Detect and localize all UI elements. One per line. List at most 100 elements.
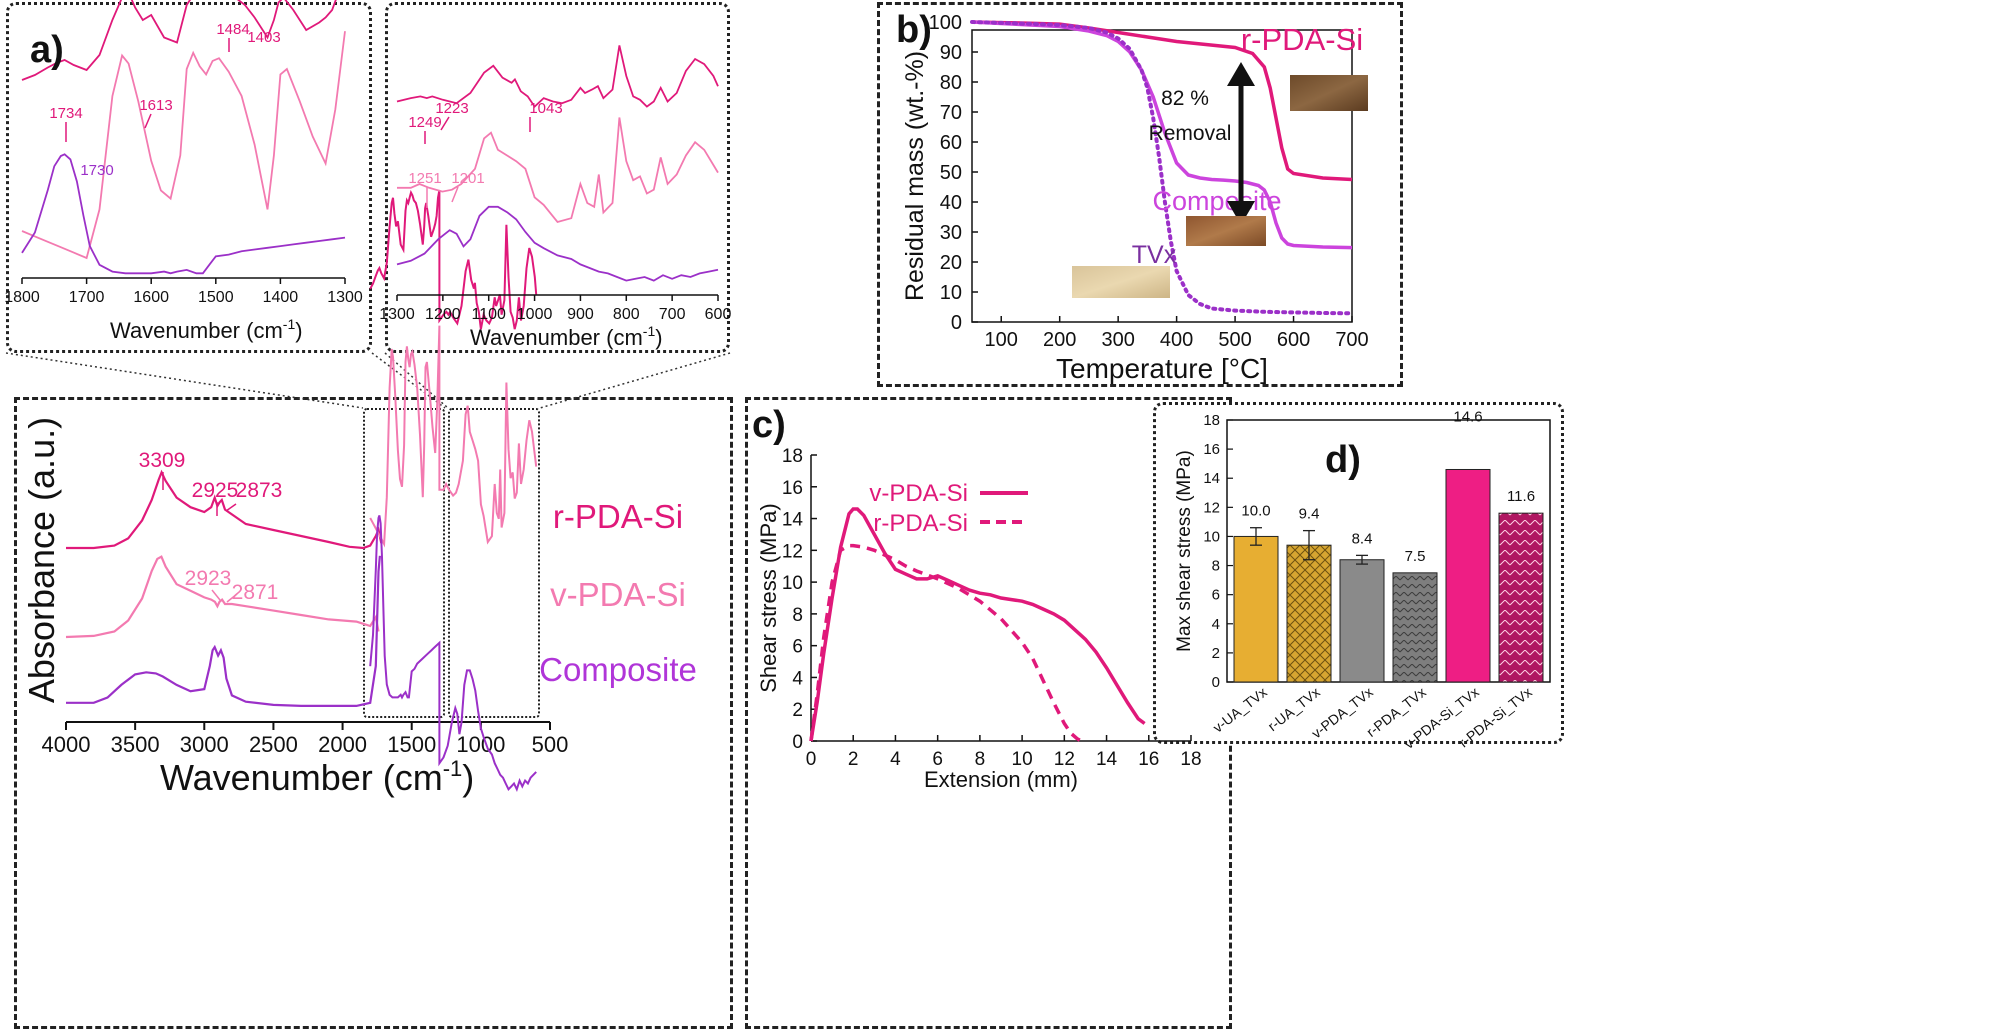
x-tick-label: 500 <box>1218 329 1251 351</box>
annotation-label: 1403 <box>247 29 280 46</box>
x-tick-label: 1100 <box>472 306 507 323</box>
x-tick-label: 2000 <box>318 732 367 757</box>
series-line <box>21 0 337 81</box>
legend: v-PDA-Si r-PDA-Si <box>869 480 1028 537</box>
panel-b-frame <box>877 2 1403 387</box>
x-tick-label: 1500 <box>198 289 234 306</box>
x-tick-label: 12 <box>1054 749 1075 770</box>
removal-label: Removal <box>1149 122 1232 145</box>
y-tick-label: 18 <box>1203 412 1220 429</box>
annotation-leader <box>451 186 459 203</box>
annotation-label: 2923 <box>185 567 232 590</box>
connector-line <box>5 352 364 409</box>
bars: 10.0v-UA_TVx9.4r-UA_TVx8.4v-PDA_TVx7.5r-… <box>1210 408 1544 752</box>
annotation-label: 1043 <box>529 100 562 117</box>
x-axis-label: Wavenumber (cm-1) <box>160 756 474 798</box>
series-line <box>396 205 719 282</box>
category-label: v-UA_TVx <box>1210 684 1270 736</box>
x-tick-label: 700 <box>659 306 686 323</box>
y-tick-label: 2 <box>1212 645 1220 662</box>
ftir-main-chart: 4000 3500 3000 2500 2000 1500 1000 500 Wavenumb… <box>21 189 697 798</box>
series-label-v-pda-si: v-PDA-Si <box>550 576 686 613</box>
bar-value-label: 9.4 <box>1299 506 1320 523</box>
y-tick-label: 12 <box>782 541 803 562</box>
y-tick-label: 14 <box>782 510 804 531</box>
x-axis-label: Extension (mm) <box>924 767 1078 792</box>
y-tick-label: 4 <box>792 668 803 689</box>
x-tick-label: 1000 <box>517 306 553 323</box>
series-label-tvx: TVx <box>1132 241 1177 269</box>
tga-chart: 100 200 300 400 500 600 700 0 10 20 30 40 50 60 70 80 9… <box>896 9 1369 384</box>
series-line <box>397 117 719 224</box>
bar <box>1392 572 1438 683</box>
x-tick-label: 600 <box>705 306 732 323</box>
series-line <box>21 31 346 260</box>
x-axis-ticks: 4000 3500 3000 2500 2000 1500 1000 500 <box>42 722 569 757</box>
y-tick-label: 16 <box>782 478 803 499</box>
x-tick-label: 1500 <box>387 732 436 757</box>
series-line <box>396 45 719 108</box>
series-label-composite: Composite <box>1152 186 1281 216</box>
y-tick-label: 20 <box>940 252 962 274</box>
x-tick-label: 1700 <box>69 289 105 306</box>
series-line-fingerprint <box>369 325 538 548</box>
x-tick-label: 3500 <box>111 732 160 757</box>
x-tick-label: 500 <box>532 732 569 757</box>
y-tick-label: 2 <box>792 700 803 721</box>
series-lines <box>396 45 719 282</box>
y-tick-label: 6 <box>792 637 803 658</box>
x-tick-label: 1400 <box>263 289 299 306</box>
x-tick-label: 6 <box>932 749 943 770</box>
annotation-label: 1484 <box>216 21 249 38</box>
bar-value-label: 7.5 <box>1405 548 1426 565</box>
y-tick-label: 50 <box>940 162 962 184</box>
y-tick-label: 40 <box>940 192 962 214</box>
annotation-label: 2925 <box>192 479 239 502</box>
plot-area <box>1226 419 1551 683</box>
series-label-r-pda-si: r-PDA-Si <box>553 498 683 535</box>
bar <box>1445 468 1491 683</box>
y-tick-label: 70 <box>940 102 962 124</box>
annotation-label: 2873 <box>236 479 283 502</box>
x-tick-label: 1300 <box>379 306 415 323</box>
legend-label-r-pda-si: r-PDA-Si <box>873 510 968 537</box>
x-tick-label: 16 <box>1138 749 1159 770</box>
peak-annotations: 1734 1730 1613 1484 1403 <box>49 21 280 179</box>
x-tick-label: 1800 <box>4 289 40 306</box>
x-tick-label: 300 <box>1101 329 1134 351</box>
annotation-leader <box>225 503 237 512</box>
x-tick-label: 600 <box>1277 329 1310 351</box>
series-line-fingerprint <box>369 515 537 792</box>
x-axis-ticks: 1300 1200 1100 1000 900 800 700 600 <box>379 295 731 323</box>
x-axis-ticks: 1800 1700 1600 1500 1400 1300 <box>4 278 363 306</box>
series-line <box>21 153 346 275</box>
bar <box>1233 535 1279 683</box>
x-tick-label: 100 <box>985 329 1018 351</box>
series-lines <box>21 0 346 275</box>
y-tick-label: 12 <box>1203 499 1220 516</box>
y-tick-label: 8 <box>792 605 803 626</box>
panel-label-c: c) <box>752 404 786 446</box>
y-tick-label: 60 <box>940 132 962 154</box>
panel-label-b: b) <box>896 9 932 51</box>
inset-right-frame <box>385 2 730 353</box>
peak-annotations: 1249 1223 1043 1251 1201 <box>408 100 563 208</box>
plot-area <box>971 29 1353 323</box>
y-axis-ticks: 0 2 4 6 8 10 12 14 16 18 <box>782 446 817 753</box>
x-axis-ticks: 100 200 300 400 500 600 700 <box>985 316 1369 351</box>
x-tick-label: 8 <box>975 749 986 770</box>
y-tick-label: 0 <box>792 732 803 753</box>
x-tick-label: 4 <box>890 749 901 770</box>
annotation-label: 3309 <box>139 449 186 472</box>
x-tick-label: 400 <box>1160 329 1193 351</box>
annotation-leader <box>226 593 238 603</box>
x-tick-label: 200 <box>1043 329 1076 351</box>
bar-value-label: 10.0 <box>1241 503 1270 520</box>
panel-label-d: d) <box>1325 439 1361 481</box>
annotation-label: 1223 <box>435 100 468 117</box>
y-tick-label: 0 <box>951 312 962 334</box>
annotation-leader <box>144 113 152 129</box>
x-axis-label: Temperature [°C] <box>1056 353 1268 384</box>
